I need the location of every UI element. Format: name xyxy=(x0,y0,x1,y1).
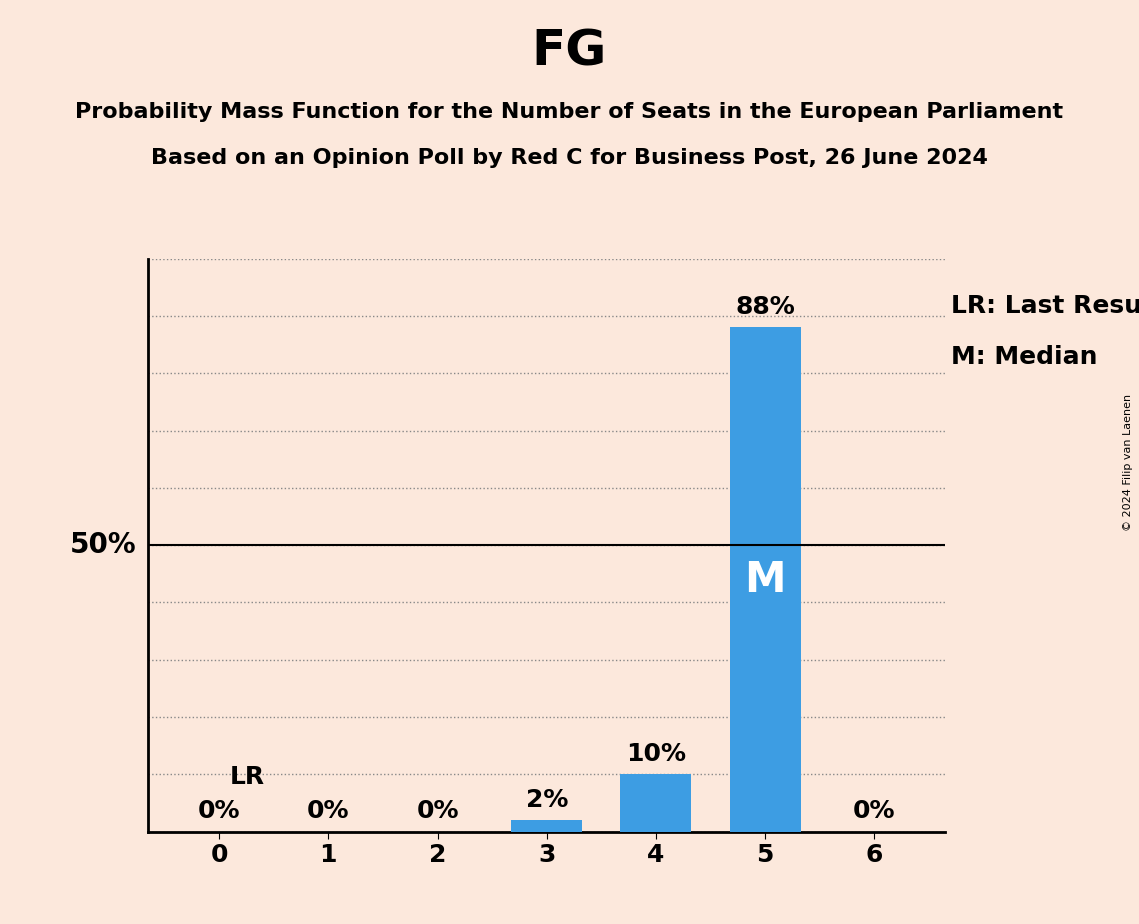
Text: 50%: 50% xyxy=(71,531,137,559)
Text: M: M xyxy=(745,558,786,601)
Bar xyxy=(621,774,691,832)
Text: Based on an Opinion Poll by Red C for Business Post, 26 June 2024: Based on an Opinion Poll by Red C for Bu… xyxy=(151,148,988,168)
Bar xyxy=(511,821,582,832)
Text: 2%: 2% xyxy=(525,787,568,811)
Text: 0%: 0% xyxy=(198,799,240,823)
Text: 0%: 0% xyxy=(416,799,459,823)
Text: 0%: 0% xyxy=(308,799,350,823)
Text: FG: FG xyxy=(532,28,607,76)
Text: LR: LR xyxy=(230,765,265,789)
Text: 10%: 10% xyxy=(626,742,686,766)
Text: M: Median: M: Median xyxy=(951,345,1098,369)
Text: Probability Mass Function for the Number of Seats in the European Parliament: Probability Mass Function for the Number… xyxy=(75,102,1064,122)
Text: 88%: 88% xyxy=(736,295,795,319)
Text: LR: Last Result: LR: Last Result xyxy=(951,294,1139,318)
Text: © 2024 Filip van Laenen: © 2024 Filip van Laenen xyxy=(1123,394,1133,530)
Text: 0%: 0% xyxy=(853,799,895,823)
Bar xyxy=(730,327,801,832)
